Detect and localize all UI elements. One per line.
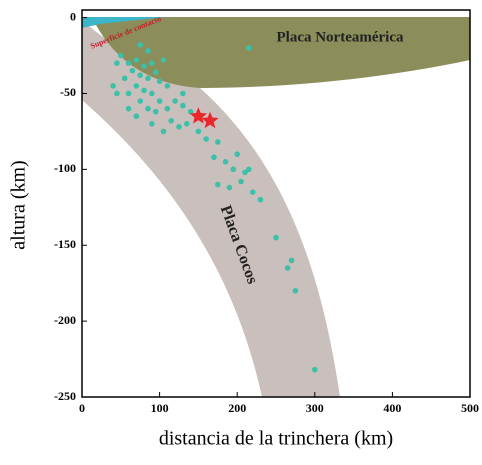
point bbox=[134, 83, 140, 89]
y-tick-label: -100 bbox=[54, 161, 76, 175]
point bbox=[126, 91, 132, 97]
point bbox=[168, 118, 174, 124]
x-tick-label: 0 bbox=[79, 401, 85, 415]
point bbox=[246, 45, 252, 51]
point bbox=[137, 72, 143, 78]
point bbox=[149, 121, 155, 127]
point bbox=[285, 265, 291, 271]
point bbox=[137, 98, 143, 104]
x-axis-label: distancia de la trinchera (km) bbox=[159, 428, 393, 450]
point bbox=[312, 367, 318, 373]
point bbox=[289, 258, 295, 264]
point bbox=[141, 63, 147, 69]
point bbox=[157, 98, 163, 104]
y-tick-label: -250 bbox=[54, 389, 76, 403]
point bbox=[211, 154, 217, 160]
point bbox=[273, 235, 279, 241]
point bbox=[149, 91, 155, 97]
chart: Placa Norteamérica Placa Cocos Superfici… bbox=[0, 0, 482, 460]
x-tick-label: 400 bbox=[383, 401, 401, 415]
y-tick-label: -50 bbox=[60, 85, 76, 99]
point bbox=[293, 288, 299, 294]
point bbox=[149, 60, 155, 66]
point bbox=[122, 75, 128, 81]
point bbox=[196, 129, 202, 135]
point bbox=[145, 75, 151, 81]
point bbox=[215, 182, 221, 188]
point bbox=[126, 60, 132, 66]
point bbox=[134, 113, 140, 119]
point bbox=[114, 91, 120, 97]
y-tick-label: -150 bbox=[54, 237, 76, 251]
y-tick-label: -200 bbox=[54, 313, 76, 327]
point bbox=[238, 179, 244, 185]
point bbox=[227, 185, 233, 191]
point bbox=[184, 121, 190, 127]
point bbox=[141, 88, 147, 94]
point bbox=[145, 106, 151, 112]
point bbox=[137, 42, 143, 48]
point bbox=[165, 83, 171, 89]
point bbox=[180, 103, 186, 109]
point bbox=[118, 53, 124, 59]
point bbox=[223, 159, 229, 165]
point bbox=[234, 151, 240, 157]
x-tick-label: 200 bbox=[228, 401, 246, 415]
point bbox=[176, 124, 182, 130]
y-tick-label: 0 bbox=[70, 9, 76, 23]
point bbox=[110, 83, 116, 89]
point bbox=[165, 106, 171, 112]
annotation: Placa Norteamérica bbox=[276, 29, 404, 45]
point bbox=[172, 98, 178, 104]
point bbox=[203, 136, 209, 142]
point bbox=[134, 57, 140, 63]
x-tick-label: 300 bbox=[306, 401, 324, 415]
point bbox=[114, 60, 120, 66]
x-tick-label: 500 bbox=[461, 401, 479, 415]
point bbox=[215, 139, 221, 145]
point bbox=[161, 129, 167, 135]
point bbox=[126, 106, 132, 112]
point bbox=[180, 91, 186, 97]
point bbox=[250, 189, 256, 195]
x-tick-label: 100 bbox=[151, 401, 169, 415]
point bbox=[145, 48, 151, 54]
point bbox=[157, 79, 163, 85]
point bbox=[246, 167, 252, 173]
point bbox=[130, 68, 136, 74]
point bbox=[153, 69, 159, 75]
point bbox=[258, 197, 264, 203]
point bbox=[153, 109, 159, 115]
point bbox=[231, 167, 237, 173]
y-axis-label: altura (km) bbox=[8, 160, 30, 249]
point bbox=[161, 57, 167, 63]
